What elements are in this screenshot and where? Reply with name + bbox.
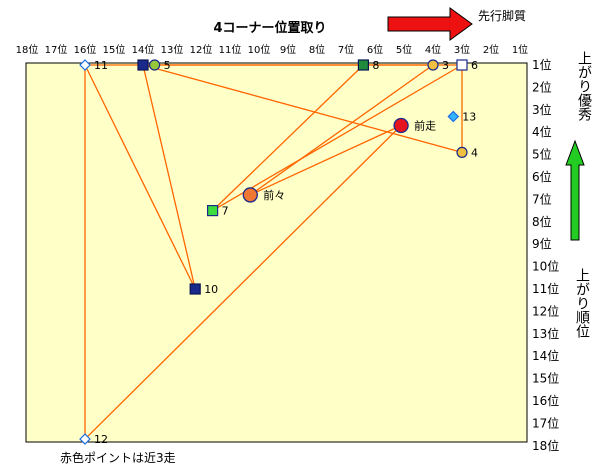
connector-line xyxy=(84,64,196,290)
data-point xyxy=(189,283,201,295)
y-tick-label: 2位 xyxy=(532,79,552,94)
data-point xyxy=(427,59,439,71)
x-tick-label: 16位 xyxy=(74,43,97,56)
data-point-label: 13 xyxy=(462,111,476,124)
x-tick-label: 1位 xyxy=(512,43,528,56)
y-tick-labels: 1位 2位 3位 4位 5位 6位 7位 8位 9位 10位 11位 12位 13位 14位 15位 16位 1… xyxy=(532,57,559,453)
data-point-label: 5 xyxy=(164,59,171,72)
y-tick-label: 6位 xyxy=(532,169,552,184)
connector-lines xyxy=(84,64,463,440)
y-tick-label: 7位 xyxy=(532,191,552,206)
x-tick-label: 7位 xyxy=(338,43,354,56)
data-point xyxy=(207,205,219,217)
x-tick-label: 17位 xyxy=(45,43,68,56)
svg-text:上がり順位: 上がり順位 xyxy=(574,268,590,338)
highlight-point-label: 前走 xyxy=(414,118,436,132)
y-tick-label: 17位 xyxy=(532,415,559,430)
side-label-top: 上がり優秀 xyxy=(576,51,592,122)
data-point-label: 10 xyxy=(204,283,218,296)
y-tick-label: 3位 xyxy=(532,102,552,117)
connector-line xyxy=(142,64,463,153)
data-point-label: 12 xyxy=(94,433,108,446)
plot-area xyxy=(25,62,528,443)
data-point-label: 7 xyxy=(222,205,229,218)
x-tick-label: 3位 xyxy=(454,43,470,56)
arrow-up-icon xyxy=(565,139,585,241)
data-point xyxy=(149,59,161,71)
x-tick-label: 15位 xyxy=(103,43,126,56)
data-point xyxy=(137,59,149,71)
x-tick-label: 5位 xyxy=(396,43,412,56)
arrow-right-icon xyxy=(387,7,473,41)
highlight-point xyxy=(242,187,258,203)
y-tick-label: 14位 xyxy=(532,348,559,363)
data-point xyxy=(447,110,460,123)
side-label-bottom: 上がり順位 xyxy=(574,268,590,338)
y-tick-label: 8位 xyxy=(532,214,552,229)
connector-line xyxy=(249,64,434,196)
highlight-point-label: 前々 xyxy=(263,188,285,202)
data-point-label: 11 xyxy=(94,59,108,72)
x-tick-label: 14位 xyxy=(132,43,155,56)
connector-line xyxy=(84,125,402,440)
connector-line xyxy=(212,64,364,212)
svg-text:上がり優秀: 上がり優秀 xyxy=(576,51,592,122)
y-tick-label: 13位 xyxy=(532,326,559,341)
data-point-label: 8 xyxy=(372,59,379,72)
highlight-point xyxy=(393,117,409,134)
data-point-label: 6 xyxy=(471,59,478,72)
data-point xyxy=(79,433,91,445)
y-tick-label: 5位 xyxy=(532,147,552,162)
x-tick-labels: 18位 17位 16位 15位 14位 13位 12位 11位 10位 9位 8位 7位 6位 5位 4位 3… xyxy=(16,43,529,56)
y-tick-label: 10位 xyxy=(532,259,559,274)
y-tick-label: 16位 xyxy=(532,393,559,408)
data-point-label: 3 xyxy=(442,59,449,72)
x-tick-label: 10位 xyxy=(248,43,271,56)
y-tick-label: 1位 xyxy=(532,57,552,72)
y-tick-label: 4位 xyxy=(532,124,552,139)
x-tick-label: 2位 xyxy=(483,43,499,56)
x-tick-label: 6位 xyxy=(367,43,383,56)
x-tick-label: 4位 xyxy=(425,43,441,56)
connector-line xyxy=(142,64,196,290)
data-point xyxy=(79,59,91,71)
data-point-label: 4 xyxy=(471,146,478,159)
y-tick-label: 11位 xyxy=(532,281,559,296)
x-tick-label: 9位 xyxy=(280,43,296,56)
connector-line xyxy=(250,124,402,196)
y-tick-label: 9位 xyxy=(532,236,552,251)
x-tick-label: 12位 xyxy=(190,43,213,56)
connector-line xyxy=(212,64,463,212)
footnote: 赤色ポイントは近3走 xyxy=(60,451,176,465)
y-tick-label: 15位 xyxy=(532,371,559,386)
x-tick-label: 11位 xyxy=(219,43,242,56)
data-point xyxy=(456,59,468,71)
data-points: 119583613471012 xyxy=(79,59,478,446)
x-tick-label: 18位 xyxy=(16,43,39,56)
x-tick-label: 13位 xyxy=(161,43,184,56)
y-tick-label: 12位 xyxy=(532,303,559,318)
chart-title: 4コーナー位置取り xyxy=(213,20,326,36)
x-tick-label: 8位 xyxy=(309,43,325,56)
data-point xyxy=(456,146,468,158)
x-axis-title: 先行脚質 xyxy=(478,8,526,23)
y-tick-label: 18位 xyxy=(532,438,559,453)
data-point xyxy=(357,59,369,71)
